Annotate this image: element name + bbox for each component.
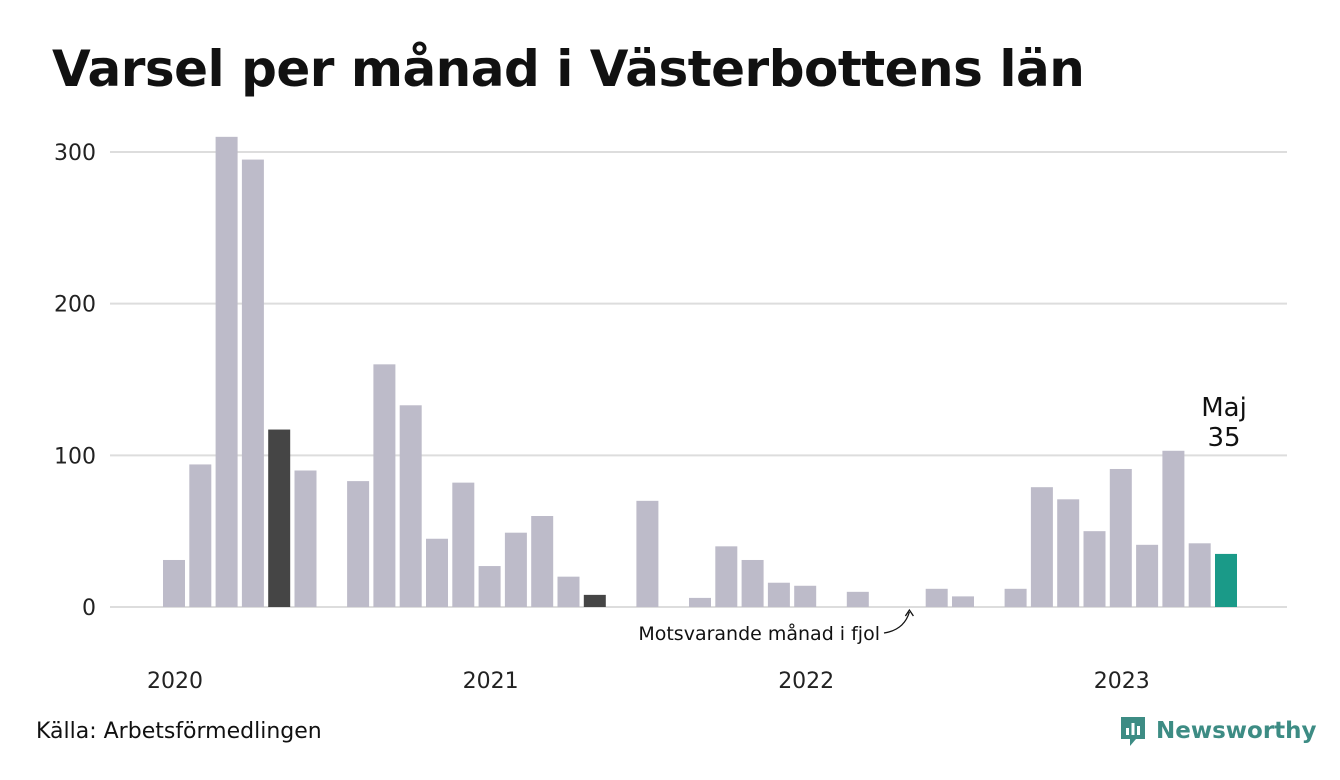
bar-2021-04 (557, 576, 580, 607)
brand: Newsworthy (1118, 714, 1317, 748)
bar-2020-04 (241, 159, 264, 608)
bar-2022-07 (952, 596, 974, 607)
x-tick-label-2021: 2021 (463, 669, 519, 694)
annotation-arrowhead (904, 608, 914, 617)
y-tick-label: 100 (54, 444, 96, 469)
bar-2020-05 (268, 429, 291, 607)
bar-2021-09 (689, 597, 711, 607)
x-tick-label-2023: 2023 (1094, 669, 1150, 694)
bar-2021-02 (504, 532, 527, 607)
bar-2020-02 (189, 464, 212, 607)
bar-2023-02 (1136, 544, 1159, 607)
y-tick-label: 300 (54, 141, 96, 166)
x-tick-label-2022: 2022 (778, 669, 834, 694)
bar-2021-05 (583, 594, 606, 607)
y-tick-label: 0 (82, 596, 96, 621)
bar-2023-01 (1109, 468, 1132, 607)
bar-2023-05 (1215, 553, 1237, 607)
bar-2022-01 (794, 585, 817, 607)
bar-2020-12 (452, 482, 475, 607)
y-tick-label: 200 (54, 293, 96, 318)
brand-name: Newsworthy (1156, 718, 1317, 744)
bar-2020-11 (426, 538, 448, 607)
chart-title: Varsel per månad i Västerbottens län (52, 40, 1085, 98)
bar-2021-11 (741, 559, 764, 607)
bar-2020-03 (215, 136, 238, 608)
bar-2022-10 (1030, 487, 1053, 607)
current-value-label: 35 (1207, 423, 1240, 453)
bar-2022-12 (1083, 531, 1106, 607)
bar-2023-03 (1162, 450, 1185, 607)
bar-2020-08 (347, 481, 370, 607)
bar-2022-03 (846, 591, 869, 607)
bar-2022-09 (1004, 588, 1027, 607)
bar-2021-03 (531, 516, 554, 607)
bar-2023-04 (1188, 543, 1211, 607)
last-year-annotation: Motsvarande månad i fjol (638, 622, 880, 645)
current-month-label: Maj (1201, 393, 1247, 423)
bar-2021-01 (478, 566, 501, 607)
x-tick-label-2020: 2020 (147, 669, 203, 694)
bar-2021-12 (767, 582, 790, 607)
bar-2021-07 (636, 500, 659, 607)
bar-2022-06 (925, 588, 948, 607)
bar-2022-11 (1057, 499, 1080, 607)
source-note: Källa: Arbetsförmedlingen (36, 719, 322, 744)
bars (163, 136, 1237, 608)
bar-2020-01 (163, 559, 185, 607)
bar-2020-06 (294, 470, 317, 607)
annotation-arrow (883, 611, 911, 634)
x-axis-ticks: 2020 2021 2022 2023 (147, 669, 1150, 694)
bar-2021-10 (715, 546, 738, 607)
bar-2020-09 (373, 364, 396, 607)
bar-2020-10 (399, 405, 422, 607)
newsworthy-logo-icon (1121, 717, 1145, 746)
y-axis-ticks: 0 100 200 300 (54, 141, 96, 621)
